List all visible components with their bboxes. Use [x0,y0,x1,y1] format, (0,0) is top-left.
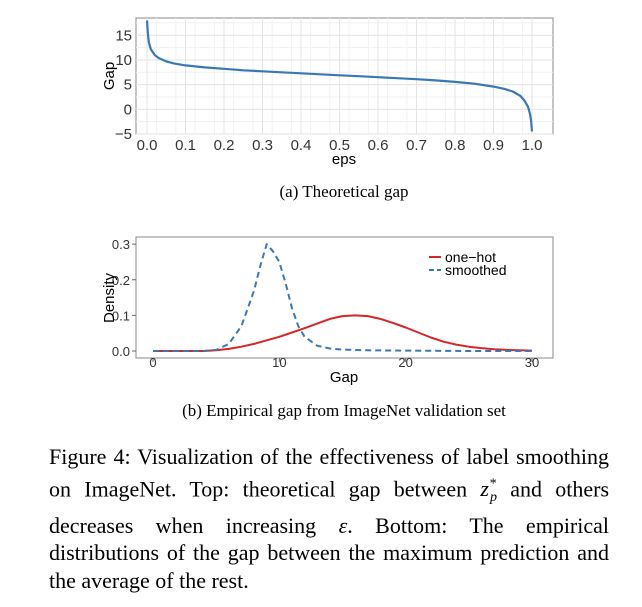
y-tick-label: 15 [115,27,132,44]
math-superscript: * [488,476,496,492]
x-tick-label: 0.3 [252,137,273,154]
y-tick-label: 0.0 [112,344,130,359]
figure: 0.0 0.1 0.2 0.3 0.4 0.5 0.6 0.7 0.8 0.9 1.0 −5 0 5 10 1… [101,17,554,420]
legend: one−hot smoothed [429,249,506,278]
y-axis-title: Gap [101,62,118,90]
x-tick-label: 0.5 [329,137,350,154]
x-tick-label: 0.1 [175,137,196,154]
caption-math-eps: ε [338,512,348,538]
caption-label: Figure 4: [49,444,131,469]
y-tick-label: 0.2 [112,273,130,288]
figure-caption: Figure 4: Visualization of the effective… [49,443,609,594]
x-tick-label: 0.0 [137,137,158,154]
theoretical-gap-chart: 0.0 0.1 0.2 0.3 0.4 0.5 0.6 0.7 0.8 0.9 1.0 −5 0 5 10 1… [101,17,554,201]
x-tick-label: 30 [525,355,539,370]
x-tick-label: 10 [272,355,286,370]
caption-math-z: z*p [480,475,497,505]
series-line-one-hot [153,314,533,352]
subcaption-b: (b) Empirical gap from ImageNet validati… [182,401,506,420]
legend-label-one-hot: one−hot [445,249,496,265]
x-tick-label: 0.7 [406,137,427,154]
x-axis-title: Gap [330,369,358,386]
y-tick-label: 0.1 [112,308,130,323]
x-axis-title: eps [332,151,356,168]
series-line-theoretical-gap [145,20,534,132]
series-lines [145,20,534,132]
x-tick-label: 0.2 [214,137,235,154]
math-subscript: p [489,490,497,506]
series-lines [153,243,533,352]
x-tick-label: 0 [149,355,156,370]
x-tick-label: 0.4 [291,137,312,154]
x-tick-label: 0.6 [368,137,389,154]
subcaption-a: (a) Theoretical gap [279,182,408,201]
grid [136,18,553,135]
empirical-gap-chart: 0 10 20 30 0.0 0.1 0.2 0.3 one−hot smoothed Gap… [101,236,554,420]
x-tick-label: 0.9 [483,137,504,154]
x-tick-label: 0.8 [445,137,466,154]
caption-text-1: Visualization of the effectiveness of la… [49,444,610,501]
tick-labels: 0 10 20 30 0.0 0.1 0.2 0.3 [112,237,539,370]
caption-text-2: and others decreases when increasing [49,475,610,538]
legend-label-smoothed: smoothed [445,262,506,278]
y-tick-label: 10 [115,52,132,69]
caption-text-3: . Bottom: The empirical distributions of… [49,512,610,593]
x-tick-label: 1.0 [522,137,543,154]
y-tick-label: 5 [124,77,132,94]
tick-labels: 0.0 0.1 0.2 0.3 0.4 0.5 0.6 0.7 0.8 0.9 1.0 −5 0 5 10 1… [115,27,543,154]
plot-panel [135,236,554,359]
y-axis-title: Density [101,272,118,323]
math-z: z [480,475,489,501]
y-tick-label: −5 [115,126,132,143]
y-tick-label: 0.3 [112,237,130,252]
x-tick-label: 20 [398,355,412,370]
y-tick-label: 0 [124,101,132,118]
